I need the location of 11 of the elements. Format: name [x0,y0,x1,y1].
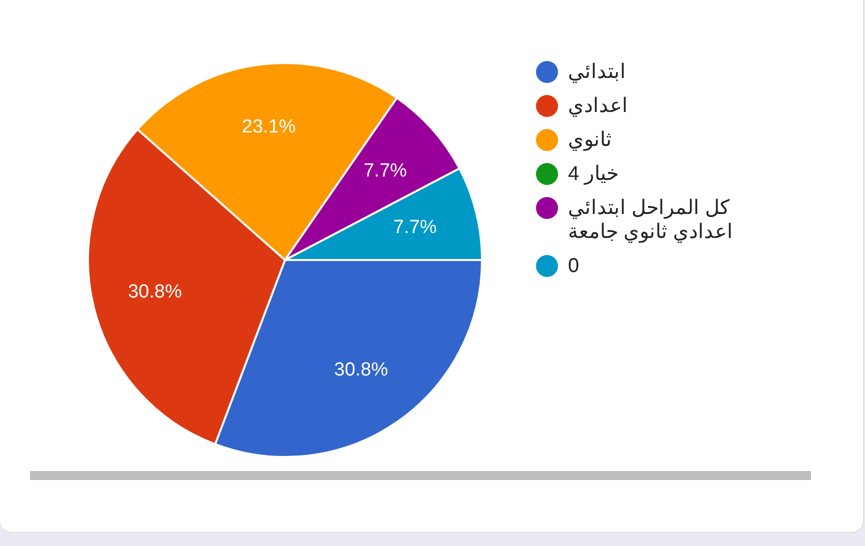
data-label: 7.7% [364,160,408,182]
legend-label: ثانوي [568,128,612,152]
data-label: 30.8% [128,281,182,302]
data-label: 23.1% [242,116,296,138]
legend-label: اعدادي [568,94,628,118]
data-label: 7.7% [393,217,437,238]
data-label: 30.8% [334,359,388,380]
legend-label: 0 [568,254,580,278]
legend-label: خيار 4 [568,162,619,186]
legend-label: كل المراحل ابتدائي اعدادي ثانوي جامعة [568,196,734,244]
legend-label: ابتدائي [568,60,626,84]
